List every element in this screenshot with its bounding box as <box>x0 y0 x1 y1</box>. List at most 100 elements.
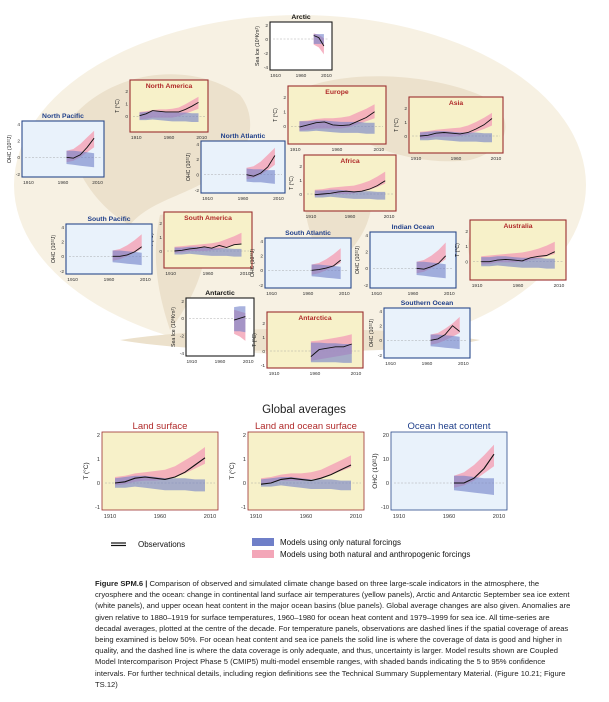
legend-natural-swatch <box>252 538 274 546</box>
x-tick-label: 1910 <box>306 214 317 220</box>
y-axis-label: T (°C) <box>228 462 236 479</box>
y-tick-label: 0 <box>265 37 268 43</box>
observations-line <box>66 137 95 159</box>
y-tick-label: -2 <box>180 333 185 339</box>
panel-title: South America <box>184 215 232 222</box>
y-tick-label: 0 <box>262 349 265 355</box>
x-tick-label: 2010 <box>554 283 565 289</box>
x-tick-label: 2010 <box>444 291 455 297</box>
y-tick-label: -4 <box>180 351 185 357</box>
natural-band <box>454 475 494 495</box>
y-tick-label: 0 <box>17 155 20 161</box>
y-tick-label: -1 <box>241 505 246 511</box>
y-tick-label: -2 <box>264 51 269 57</box>
y-axis-label: T (°C) <box>82 462 90 479</box>
panel-title: South Atlantic <box>285 230 331 237</box>
x-tick-label: 2010 <box>339 291 350 297</box>
y-tick-label: -1 <box>95 505 100 511</box>
natural-band <box>481 256 555 269</box>
x-tick-label: 1910 <box>371 291 382 297</box>
panel-frame <box>163 211 253 269</box>
y-tick-label: -2 <box>195 188 200 194</box>
natural-band <box>416 261 446 279</box>
x-tick-label: 1960 <box>443 514 455 520</box>
x-tick-label: 2010 <box>204 514 216 520</box>
y-tick-label: 2 <box>181 299 184 305</box>
panel-title: North Pacific <box>42 113 84 120</box>
observations-line <box>430 325 460 341</box>
panel-title: North Atlantic <box>221 133 266 140</box>
x-tick-label: 1960 <box>154 514 166 520</box>
x-tick-label: 1910 <box>67 277 78 283</box>
x-tick-label: 2010 <box>92 180 103 186</box>
y-tick-label: 2 <box>97 433 100 439</box>
y-axis-label: OHC (10²²J) <box>186 153 192 182</box>
observations-line <box>416 255 447 270</box>
x-tick-label: 1960 <box>408 291 419 297</box>
y-tick-label: -2 <box>259 283 264 289</box>
x-tick-label: 1910 <box>250 514 262 520</box>
y-tick-label: 2 <box>17 138 20 144</box>
panel-title: Asia <box>449 100 464 107</box>
x-tick-label: 1960 <box>215 359 226 365</box>
y-tick-label: 2 <box>61 239 64 245</box>
natural-band <box>299 120 375 134</box>
panel-title: Arctic <box>291 14 310 21</box>
panel-title: Africa <box>340 158 359 165</box>
y-tick-label: 20 <box>383 433 389 439</box>
y-tick-label: 1 <box>283 109 286 115</box>
x-tick-label: 1910 <box>269 371 280 377</box>
panel-title: Antarctica <box>298 315 331 322</box>
observations-line <box>139 102 199 117</box>
legend: Observations Models using only natural f… <box>111 538 470 559</box>
x-tick-label: 1910 <box>23 180 34 186</box>
natural-band <box>420 131 492 143</box>
natural-band <box>234 306 246 333</box>
natural-band <box>314 189 386 200</box>
x-tick-label: 1960 <box>300 514 312 520</box>
y-axis-label: T (°C) <box>289 176 295 190</box>
y-tick-label: 2 <box>196 157 199 163</box>
x-tick-label: 1960 <box>310 371 321 377</box>
natural-band <box>313 34 324 44</box>
observations-line <box>314 180 386 196</box>
y-tick-label: 2 <box>404 106 407 112</box>
x-tick-label: 1910 <box>186 359 197 365</box>
x-tick-label: 2010 <box>491 156 502 162</box>
observations-line <box>299 111 375 128</box>
y-axis-label: OHC (10²²J) <box>369 319 375 348</box>
y-tick-label: 2 <box>465 229 468 235</box>
y-tick-label: 2 <box>265 23 268 29</box>
legend-natural-label: Models using only natural forcings <box>280 538 401 547</box>
y-tick-label: 1 <box>97 457 100 463</box>
natural-band <box>310 342 352 363</box>
observations-line <box>454 453 495 484</box>
natural-band <box>112 250 142 266</box>
y-tick-label: 2 <box>125 89 128 95</box>
y-tick-label: 1 <box>159 235 162 241</box>
y-tick-label: 0 <box>61 254 64 260</box>
x-tick-label: 2010 <box>273 196 284 202</box>
y-tick-label: 2 <box>243 433 246 439</box>
x-tick-label: 1910 <box>411 156 422 162</box>
global-averages-title: Global averages <box>262 404 346 416</box>
y-tick-label: -2 <box>364 283 369 289</box>
x-tick-label: 1960 <box>104 277 115 283</box>
legend-anthro-label: Models using both natural and anthropoge… <box>280 550 470 559</box>
x-tick-label: 1960 <box>58 180 69 186</box>
panel-title: Europe <box>325 89 349 96</box>
x-tick-label: 1960 <box>513 283 524 289</box>
y-axis-label: T (°C) <box>252 333 258 347</box>
observations-line <box>260 464 352 485</box>
y-tick-label: 0 <box>196 172 199 178</box>
y-tick-label: 2 <box>379 323 382 329</box>
natural-band <box>66 150 95 168</box>
y-tick-label: 0 <box>181 316 184 322</box>
